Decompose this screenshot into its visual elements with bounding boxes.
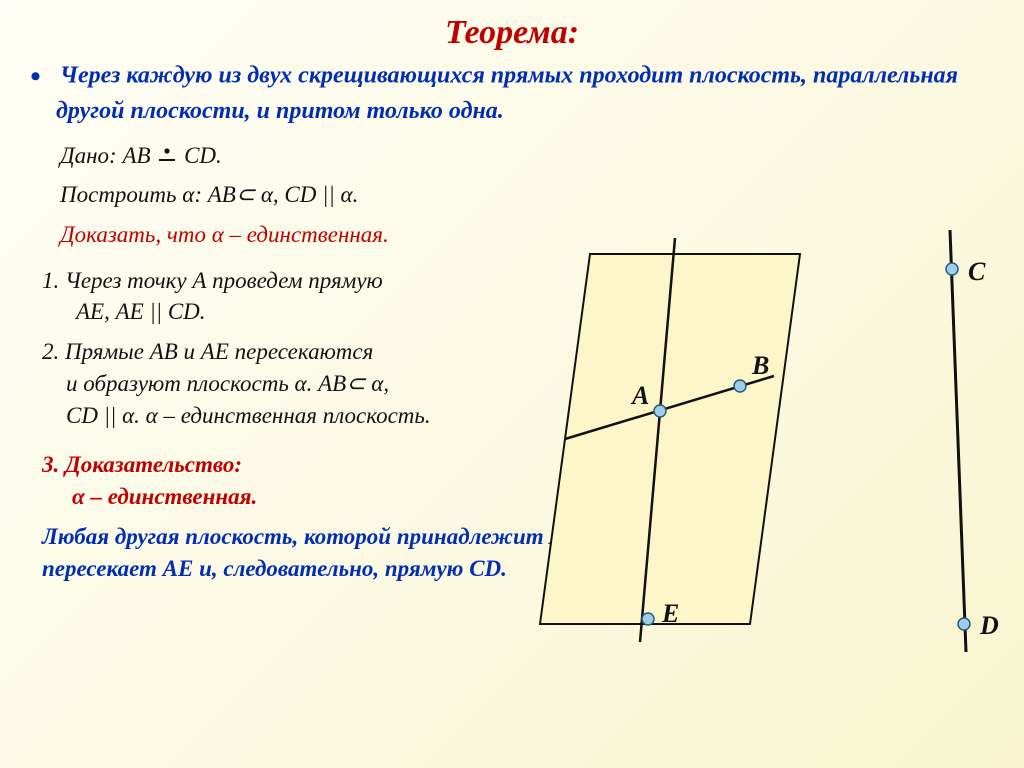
step-1-num: 1.: [42, 268, 59, 293]
given-line: Дано: AB CD.: [60, 140, 560, 172]
label-B: B: [751, 351, 769, 380]
step-1: 1. Через точку А проведем прямую АЕ, АЕ …: [42, 265, 542, 328]
construct-line: Построить α: AB⊂ α, CD || α.: [60, 179, 560, 211]
step-2-line-2: и образуют плоскость α. AB⊂ α,: [66, 371, 389, 396]
prove-line: Доказать, что α – единственная.: [60, 219, 560, 251]
point-E: [642, 613, 654, 625]
point-B: [734, 380, 746, 392]
step-3: 3. Доказательство: α – единственная.: [42, 449, 542, 512]
point-D: [958, 618, 970, 630]
bullet-icon: •: [30, 58, 54, 96]
geometry-diagram: A B E C D: [520, 224, 1020, 684]
skew-symbol-icon: [156, 145, 178, 165]
step-3-line-1: Доказательство:: [65, 452, 242, 477]
line-CD: [950, 230, 966, 652]
theorem-text: Через каждую из двух скрещивающихся прям…: [56, 62, 958, 123]
point-A: [654, 405, 666, 417]
conclusion-line-2: пересекает АЕ и, следовательно, прямую С…: [42, 556, 507, 581]
step-3-line-2: α – единственная.: [72, 484, 257, 509]
given-prefix: Дано: AB: [60, 143, 151, 168]
given-suffix: CD.: [184, 143, 222, 168]
step-1-line-2: АЕ, АЕ || CD.: [76, 299, 206, 324]
step-1-line-1: Через точку А проведем прямую: [65, 268, 383, 293]
label-C: C: [968, 257, 986, 286]
label-D: D: [979, 611, 999, 640]
step-2-num: 2.: [42, 339, 59, 364]
label-A: A: [630, 381, 649, 410]
conclusion-line-1: Любая другая плоскость, которой принадле…: [42, 524, 586, 549]
theorem-title: Теорема:: [0, 14, 1024, 52]
step-2: 2. Прямые АВ и АЕ пересекаются и образую…: [42, 336, 542, 431]
step-2-line-3: CD || α. α – единственная плоскость.: [66, 403, 431, 428]
diagram-svg: A B E C D: [520, 224, 1020, 684]
point-C: [946, 263, 958, 275]
theorem-statement: • Через каждую из двух скрещивающихся пр…: [56, 58, 984, 126]
step-2-line-1: Прямые АВ и АЕ пересекаются: [65, 339, 373, 364]
label-E: E: [661, 599, 679, 628]
step-3-num: 3.: [42, 452, 59, 477]
